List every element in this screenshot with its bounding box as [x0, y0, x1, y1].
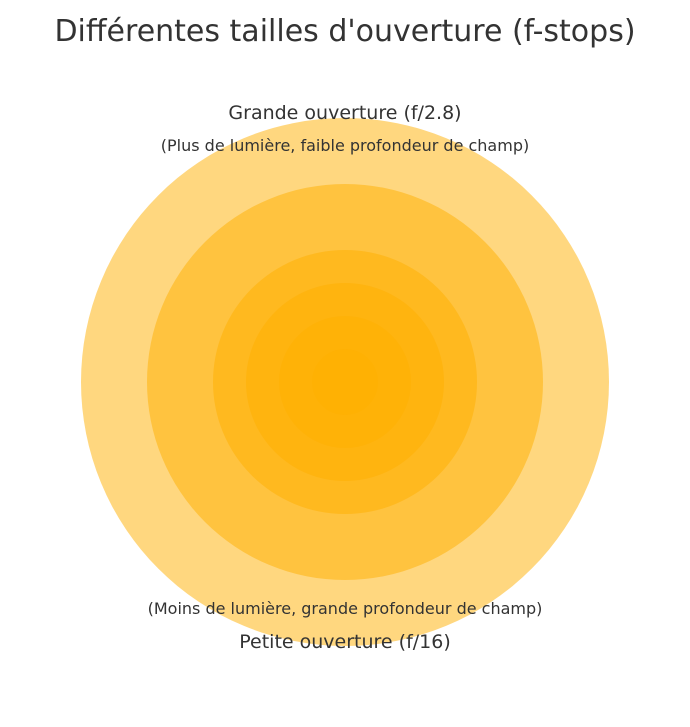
small-aperture-description: (Moins de lumière, grande profondeur de …: [148, 599, 543, 618]
large-aperture-label: Grande ouverture (f/2.8): [228, 102, 461, 124]
small-aperture-label: Petite ouverture (f/16): [239, 631, 451, 653]
large-aperture-description: (Plus de lumière, faible profondeur de c…: [161, 136, 529, 155]
diagram-title: Différentes tailles d'ouverture (f-stops…: [54, 14, 635, 49]
aperture-circle-6: [312, 349, 378, 415]
aperture-circles: [81, 118, 609, 646]
